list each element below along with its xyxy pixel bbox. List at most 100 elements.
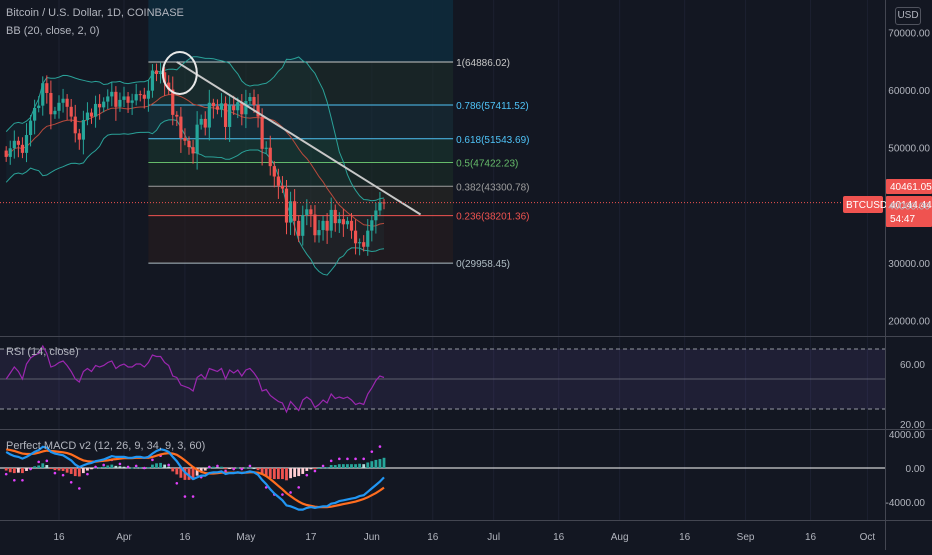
candle-body (276, 176, 280, 186)
histogram-bar (211, 466, 215, 468)
histogram-bar (321, 467, 325, 469)
candle-body (329, 209, 333, 231)
macd-dot (362, 457, 365, 461)
histogram-bar (159, 462, 162, 468)
macd-tick-label: 4000.00 (889, 430, 926, 441)
macd-dot (313, 469, 317, 473)
histogram-bar (378, 459, 382, 468)
histogram-bar (224, 468, 227, 470)
histogram-bar (293, 468, 297, 477)
macd-legend[interactable]: Perfect MACD v2 (12, 26, 9, 34, 9, 3, 60… (6, 440, 206, 452)
macd-dot (305, 473, 309, 477)
macd-histogram (4, 457, 386, 481)
histogram-bar (130, 467, 134, 469)
candle-body (154, 70, 159, 74)
candle-body (207, 102, 211, 128)
candle-body (248, 97, 252, 102)
histogram-bar (33, 466, 37, 468)
histogram-bar (260, 468, 264, 474)
candle-body (305, 209, 309, 216)
histogram-bar (272, 468, 276, 480)
histogram-bar (49, 468, 53, 469)
candle-body (219, 103, 224, 110)
candle-body (77, 133, 81, 140)
histogram-bar (175, 468, 179, 475)
upper-price-text: 40461.05 (890, 182, 932, 193)
candle-body (106, 96, 110, 102)
histogram-bar (276, 468, 280, 480)
histogram-bar (366, 462, 370, 468)
macd-dot (175, 482, 179, 485)
symbol-legend[interactable]: Bitcoin / U.S. Dollar, 1D, COINBASE (6, 7, 184, 19)
histogram-bar (41, 463, 45, 468)
candle-body (333, 209, 337, 224)
histogram-bar (248, 467, 252, 469)
candle-body (325, 220, 329, 231)
candle-body (4, 150, 8, 157)
candle-body (110, 91, 114, 97)
candle-body (370, 220, 374, 231)
histogram-bar (110, 464, 114, 468)
histogram-bar (167, 466, 171, 468)
candle-body (49, 92, 53, 115)
fib-zone-0.618 (148, 138, 454, 163)
candle-body (16, 140, 20, 145)
rsi-legend[interactable]: RSI (14, close) (6, 346, 79, 358)
candle-body (122, 96, 126, 100)
macd-dot (248, 464, 252, 468)
candle-body (37, 105, 41, 108)
candle-body (126, 96, 130, 103)
fib-label-0.786: 0.786(57411.52) (456, 101, 529, 112)
candle-body (215, 106, 220, 110)
macd-dot (346, 457, 349, 461)
macd-dot (289, 491, 292, 494)
macd-dot (45, 459, 49, 463)
histogram-bar (122, 466, 126, 468)
macd-dot (321, 464, 325, 468)
candle-body (24, 135, 29, 153)
macd-dot (134, 464, 138, 468)
bb-upper-line (5, 56, 385, 202)
currency-button[interactable]: USD (895, 7, 921, 25)
candle-body (195, 124, 199, 154)
candle-body (53, 110, 57, 115)
candle-body (264, 147, 268, 149)
candle-body (191, 147, 195, 154)
time-tick-label: 16 (427, 532, 439, 543)
macd-dot (151, 458, 154, 462)
histogram-bar (25, 468, 28, 471)
histogram-bar (183, 468, 187, 480)
macd-dot (102, 463, 105, 467)
histogram-bar (382, 457, 386, 468)
candle-body (183, 137, 187, 141)
time-tick-label: Aug (611, 532, 629, 543)
fib-label-0.5: 0.5(47422.23) (456, 159, 518, 170)
time-tick-label: 16 (179, 532, 191, 543)
candle-body (163, 72, 167, 83)
macd-dot (191, 495, 195, 498)
candle-body (28, 120, 33, 136)
histogram-bar (309, 468, 313, 470)
histogram-bar (114, 465, 118, 468)
candle-body (240, 102, 244, 115)
candle-body (89, 112, 94, 117)
time-tick-label: 16 (553, 532, 565, 543)
histogram-bar (350, 464, 353, 468)
bb-legend[interactable]: BB (20, close, 2, 0) (6, 25, 100, 37)
histogram-bar (244, 467, 248, 469)
candle-body (142, 94, 146, 99)
fib-zone-0.786 (148, 105, 454, 139)
upper-price-badge (886, 179, 932, 194)
candle-body (102, 101, 106, 108)
fib-zone-0.5 (148, 162, 454, 187)
histogram-bar (16, 468, 20, 473)
histogram-bar (195, 468, 199, 476)
histogram-bar (118, 466, 122, 468)
fib-label-0.618: 0.618(51543.69) (456, 135, 529, 146)
time-tick-label: Apr (116, 532, 132, 543)
macd-dot (78, 487, 81, 490)
candle-body (146, 90, 150, 99)
histogram-bar (374, 459, 378, 468)
